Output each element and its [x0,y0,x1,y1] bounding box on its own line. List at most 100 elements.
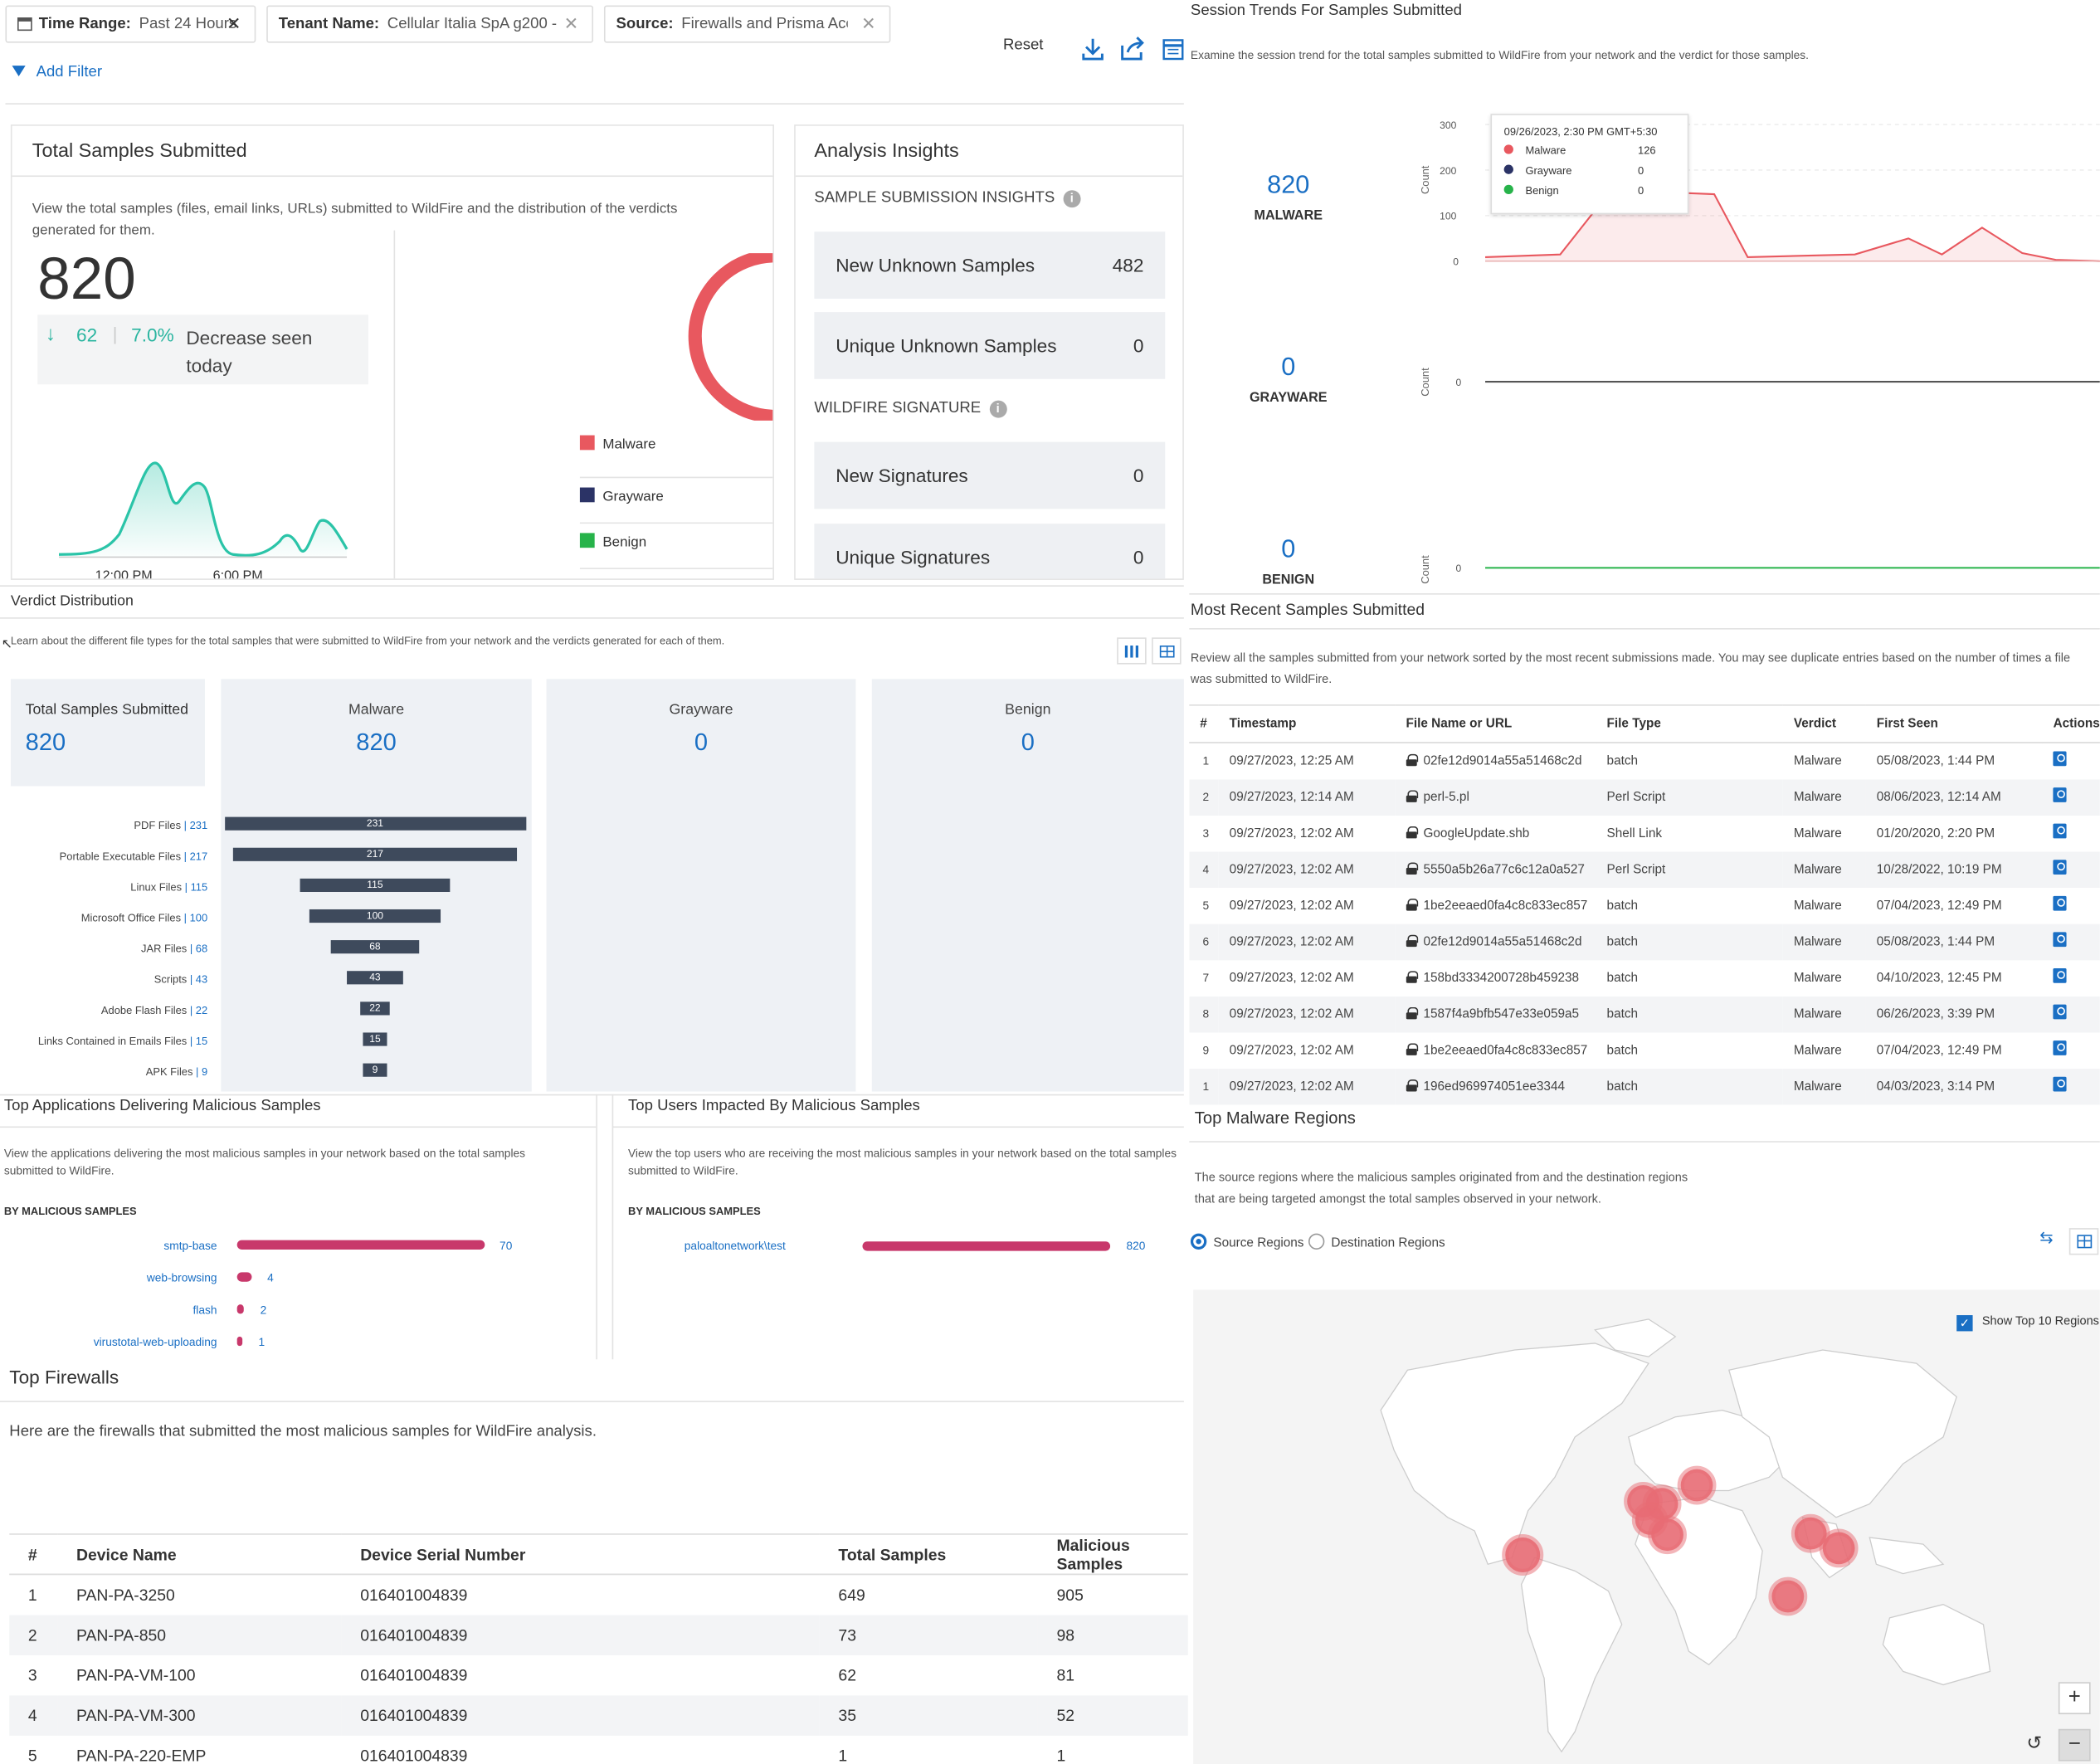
session-trends-desc: Examine the session trend for the total … [1190,48,1809,62]
close-icon[interactable]: ✕ [563,13,579,34]
close-icon[interactable]: ✕ [861,13,876,34]
table-row[interactable]: 9 09/27/2023, 12:02 AM 1be2eeaed0fa4c8c833… [1189,1032,2100,1069]
view-report-icon[interactable] [2053,787,2067,802]
recent-col-header[interactable]: File Name or URL [1395,704,1596,743]
view-report-icon[interactable] [2053,823,2067,839]
wildfire-signature-heading: WILDFIRE SIGNATURE i [814,400,1007,418]
table-row: 2 PAN-PA-850 016401004839 73 98 [9,1614,1188,1655]
file-type-bar: 68 [330,940,420,954]
time-range-filter[interactable]: Time Range: Past 24 Hours ✕ [5,5,256,43]
grid-icon [1159,645,1174,658]
zoom-in-button[interactable]: + [2058,1682,2091,1715]
tooltip-row-benign: Benign 0 [1503,184,1676,205]
svg-text:200: 200 [1440,165,1456,177]
file-type-label: Links Contained in Emails Files | 15 [37,1035,208,1048]
table-view-button[interactable] [1152,637,1182,665]
file-type-bar: 100 [309,909,441,923]
user-bar [862,1241,1111,1251]
file-type-bar: 15 [363,1032,387,1046]
file-type-label: Portable Executable Files | 217 [59,850,208,863]
app-row: smtp-base 70 [0,1235,563,1259]
reset-button[interactable]: Reset [1002,37,1044,54]
recent-desc: Review all the samples submitted from yo… [1190,651,2071,686]
view-report-icon[interactable] [2053,860,2067,875]
view-report-icon[interactable] [2053,751,2067,767]
apps-chart: smtp-base 70 web-browsing 4 flash 2 virustotal… [0,1235,589,1355]
unique-unknown-samples: Unique Unknown Samples 0 [814,312,1166,379]
legend-malware: Malware [579,432,773,479]
firewall-col-header[interactable]: # [9,1533,58,1576]
source-regions-radio[interactable]: Source Regions [1190,1233,1304,1251]
file-type-row: JAR Files | 68 68 [0,936,529,967]
show-top-checkbox[interactable]: ✓ Show Top 10 Regions [1956,1313,2099,1332]
table-row[interactable]: 1 09/27/2023, 12:02 AM 196ed969974051ee334… [1189,1068,2100,1104]
view-report-icon[interactable] [2053,932,2067,948]
table-row[interactable]: 5 09/27/2023, 12:02 AM 1be2eeaed0fa4c8c833… [1189,887,2100,923]
lock-icon [1406,933,1419,947]
table-row[interactable]: 2 09/27/2023, 12:14 AM perl-5.pl Perl Scrip… [1189,778,2100,816]
file-type-row: Microsoft Office Files | 100 100 [0,905,529,936]
file-type-row: Adobe Flash Files | 22 22 [0,998,529,1029]
destination-regions-radio[interactable]: Destination Regions [1308,1233,1445,1251]
table-row[interactable]: 6 09/27/2023, 12:02 AM 02fe12d9014a55a5146… [1189,923,2100,960]
toolbar-icons [1082,37,1184,61]
total-samples-panel: Total Samples Submitted View the total s… [10,124,774,580]
regions-table-view-button[interactable] [2068,1228,2099,1255]
file-type-label: JAR Files | 68 [141,943,208,955]
recent-col-header[interactable]: Timestamp [1218,704,1396,743]
change-box: ↓ 62 | 7.0% Decrease seen today [37,314,368,385]
table-row[interactable]: 4 09/27/2023, 12:02 AM 5550a5b26a77c6c12a0… [1189,850,2100,888]
file-type-label: APK Files | 9 [145,1065,208,1079]
map-view-icon[interactable]: ⇆ [2039,1228,2054,1247]
app-value: 70 [499,1239,513,1253]
calendar-icon[interactable] [1162,39,1184,61]
svg-text:0: 0 [1453,256,1459,268]
table-row[interactable]: 7 09/27/2023, 12:02 AM 158bd3334200728b459… [1189,960,2100,997]
verdict-desc: Learn about the different file types for… [10,635,725,647]
add-filter-button[interactable]: Add Filter [12,64,102,80]
download-icon[interactable] [1082,38,1104,61]
session-trends-title: Session Trends For Samples Submitted [1190,2,1462,19]
view-report-icon[interactable] [2053,1004,2067,1020]
firewall-col-header[interactable]: Device Name [57,1533,342,1576]
file-type-label: Adobe Flash Files | 22 [100,1004,208,1017]
analysis-insights-panel: Analysis Insights SAMPLE SUBMISSION INSI… [794,124,1184,580]
recent-col-header[interactable]: # [1189,704,1219,743]
view-report-icon[interactable] [2053,967,2067,983]
info-icon[interactable]: i [1063,190,1081,208]
share-icon[interactable] [1121,37,1144,61]
app-value: 1 [258,1335,266,1349]
legend-grayware: Grayware [579,478,773,524]
recent-col-header[interactable]: Actions [2042,704,2100,743]
firewall-col-header[interactable]: Device Serial Number [341,1533,820,1576]
filter-icon [12,66,26,77]
tenant-filter[interactable]: Tenant Name: Cellular Italia SpA g200 - ✕ [266,5,594,43]
bar-chart-icon [1124,645,1138,658]
file-type-label: Scripts | 43 [153,973,208,986]
recent-col-header[interactable]: First Seen [1865,704,2043,743]
world-map[interactable]: ✓ Show Top 10 Regions + − ↺ [1193,1289,2100,1764]
svg-text:300: 300 [1440,119,1456,131]
view-report-icon[interactable] [2053,1040,2067,1055]
grid-icon [2076,1235,2092,1249]
view-report-icon[interactable] [2053,895,2067,911]
view-report-icon[interactable] [2053,1076,2067,1092]
table-row[interactable]: 3 09/27/2023, 12:02 AM GoogleUpdate.shb She… [1189,815,2100,851]
source-filter[interactable]: Source: Firewalls and Prisma Acc ✕ [603,5,891,43]
info-icon[interactable]: i [989,400,1007,418]
submission-insights-heading: SAMPLE SUBMISSION INSIGHTS i [814,190,1081,208]
reset-map-icon[interactable]: ↺ [2026,1732,2043,1753]
close-icon[interactable]: ✕ [226,13,241,34]
y-axis-label-malware: Count [1419,165,1431,194]
world-map-svg [1380,1318,1991,1753]
table-row[interactable]: 8 09/27/2023, 12:02 AM 1587f4a9bfb547e33e0… [1189,996,2100,1032]
firewall-col-header[interactable]: Malicious Samples [1037,1533,1188,1576]
firewall-col-header[interactable]: Total Samples [819,1533,1038,1576]
total-samples-sparkline [59,461,348,558]
bar-view-button[interactable] [1117,637,1147,665]
recent-col-header[interactable]: Verdict [1782,704,1866,743]
recent-col-header[interactable]: File Type [1596,704,1783,743]
zoom-out-button[interactable]: − [2058,1728,2091,1762]
svg-text:100: 100 [1440,211,1456,222]
table-row[interactable]: 1 09/27/2023, 12:25 AM 02fe12d9014a55a5146… [1189,743,2100,779]
